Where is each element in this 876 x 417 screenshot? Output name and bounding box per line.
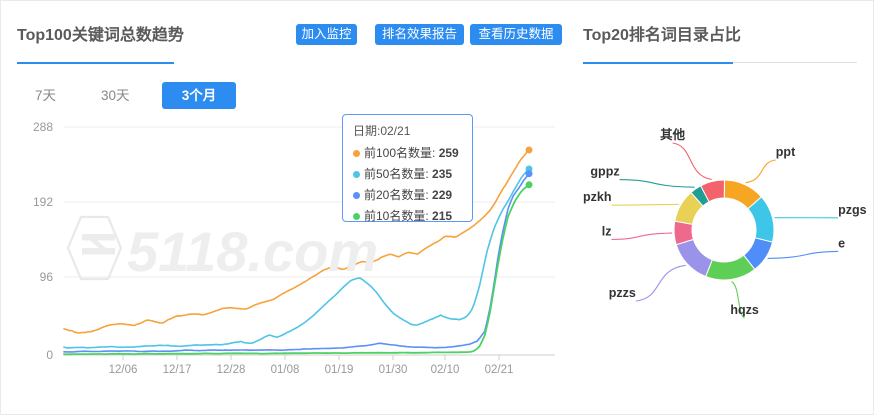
svg-text:gppz: gppz — [590, 165, 619, 179]
svg-text:12/17: 12/17 — [163, 364, 192, 376]
svg-text:192: 192 — [33, 195, 53, 209]
svg-text:0: 0 — [46, 348, 53, 362]
svg-text:pzkh: pzkh — [583, 190, 611, 204]
svg-text:02/10: 02/10 — [431, 364, 460, 376]
svg-text:其他: 其他 — [660, 127, 686, 142]
svg-text:pzzs: pzzs — [609, 286, 636, 300]
svg-text:ppt: ppt — [776, 145, 796, 159]
svg-text:12/28: 12/28 — [217, 364, 246, 376]
svg-text:e: e — [838, 236, 845, 250]
svg-text:02/21: 02/21 — [485, 364, 514, 376]
svg-text:01/08: 01/08 — [271, 364, 300, 376]
svg-text:01/19: 01/19 — [325, 364, 354, 376]
svg-text:5118.com: 5118.com — [127, 220, 378, 283]
svg-text:288: 288 — [33, 120, 53, 134]
svg-text:96: 96 — [40, 270, 54, 284]
svg-text:hqzs: hqzs — [730, 303, 759, 317]
svg-text:lz: lz — [602, 225, 612, 239]
svg-text:01/30: 01/30 — [379, 364, 408, 376]
svg-text:12/06: 12/06 — [109, 364, 138, 376]
svg-text:pzgs: pzgs — [838, 203, 867, 217]
